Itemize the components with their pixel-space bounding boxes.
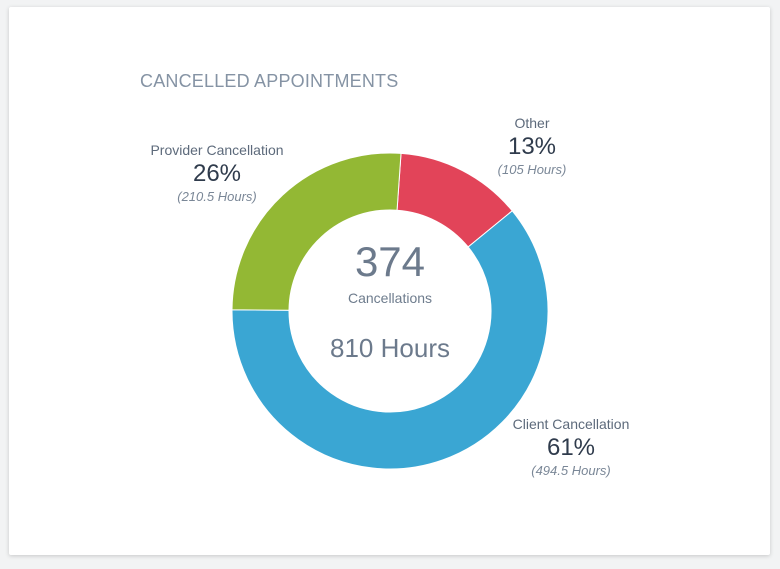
slice-label-other: Other 13% (105 Hours) — [422, 114, 642, 178]
chart-title: CANCELLED APPOINTMENTS — [140, 71, 399, 91]
slice-label-client-cancellation: Client Cancellation 61% (494.5 Hours) — [461, 415, 681, 479]
slice-client-cancellation[interactable] — [231, 210, 549, 470]
slice-name: Client Cancellation — [512, 416, 630, 432]
donut-chart — [231, 152, 549, 470]
slice-name: Other — [514, 115, 550, 131]
cancelled-appointments-card: CANCELLED APPOINTMENTS 374 Cancellations… — [9, 7, 770, 555]
total-hours: 810 Hours — [330, 333, 450, 363]
slice-label-provider-cancellation: Provider Cancellation 26% (210.5 Hours) — [107, 141, 327, 205]
slice-percent: 26% — [192, 160, 242, 187]
total-cancellations-label: Cancellations — [347, 290, 433, 306]
slice-hours: (105 Hours) — [497, 162, 567, 177]
total-cancellations-count: 374 — [354, 238, 426, 285]
slice-provider-cancellation[interactable] — [231, 152, 402, 311]
slice-percent: 61% — [546, 434, 596, 461]
slice-percent: 13% — [507, 133, 557, 160]
slice-hours: (210.5 Hours) — [177, 189, 257, 204]
slice-name: Provider Cancellation — [150, 142, 284, 158]
slice-hours: (494.5 Hours) — [531, 463, 611, 478]
